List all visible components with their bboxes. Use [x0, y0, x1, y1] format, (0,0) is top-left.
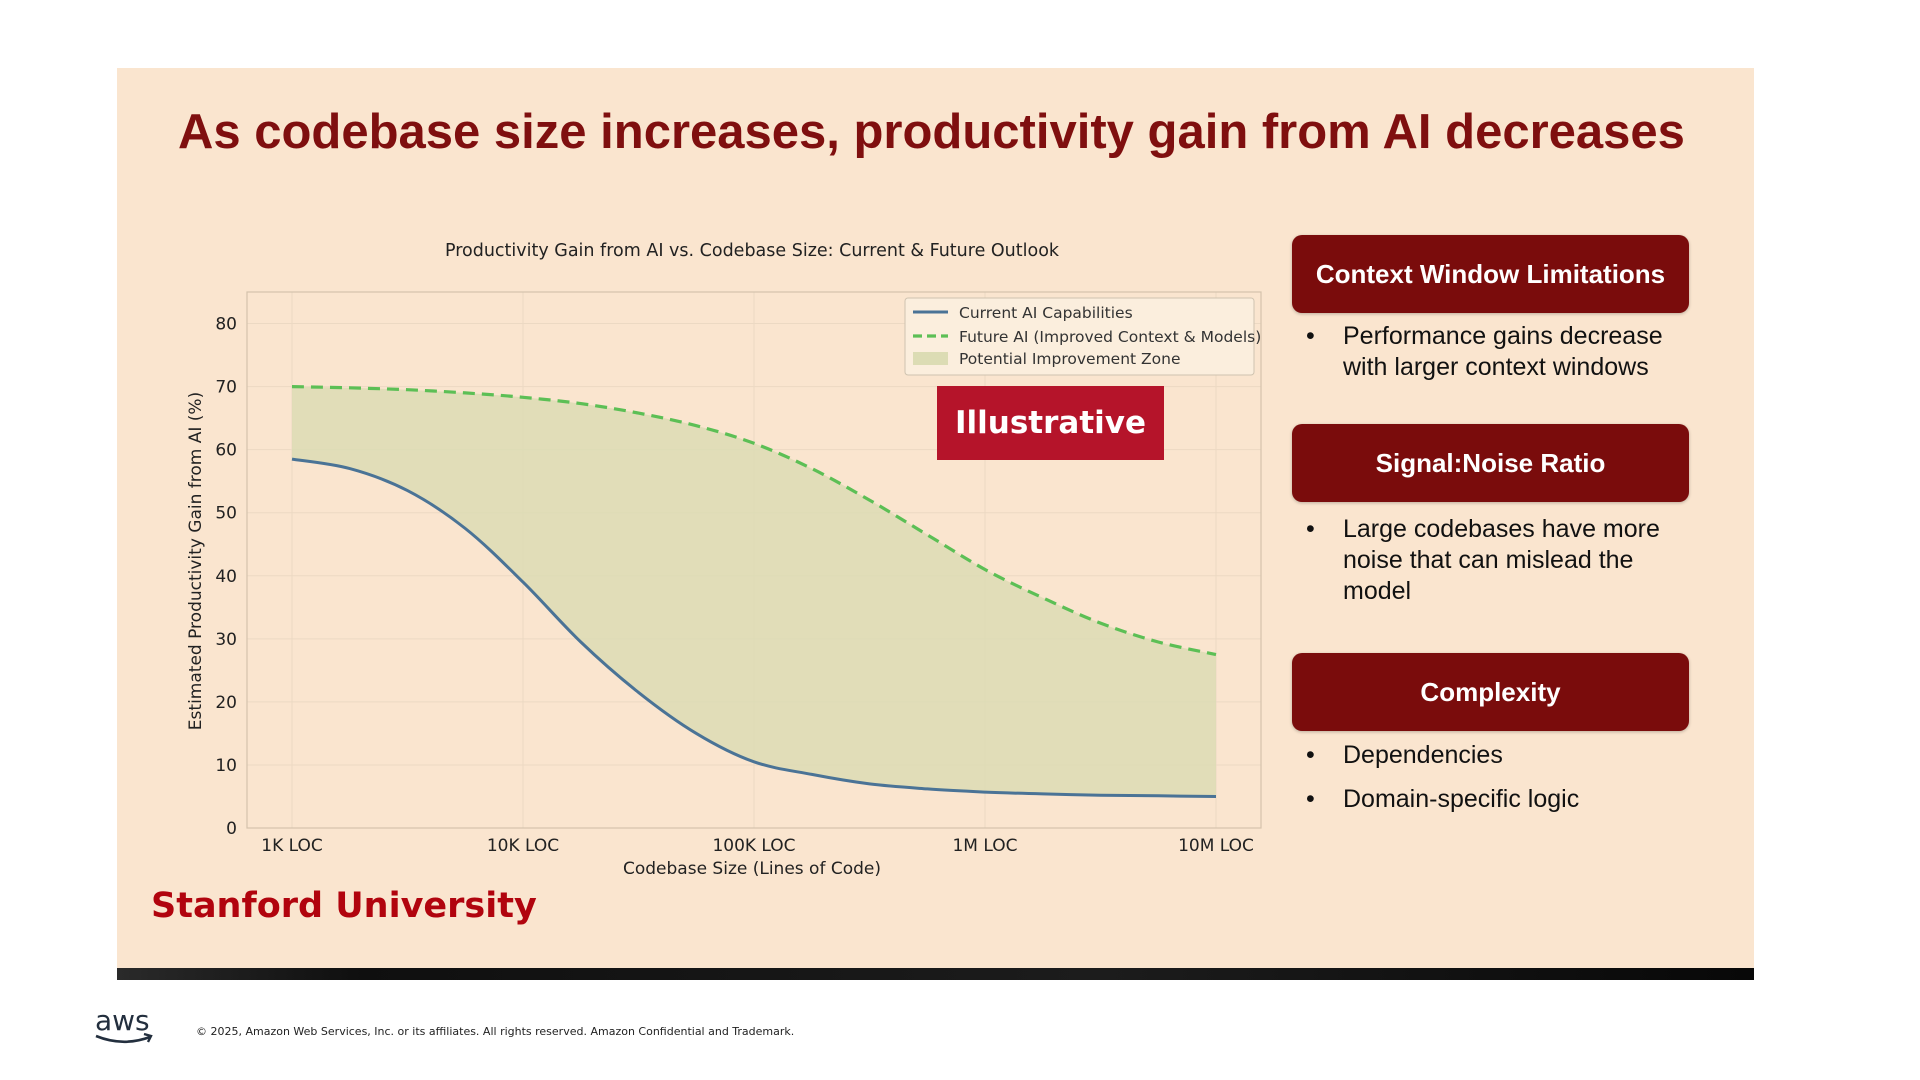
aws-arrow-icon: [143, 1032, 153, 1043]
video-progress-bar: [117, 968, 1754, 980]
panel-heading-complexity: Complexity: [1292, 653, 1689, 731]
x-tick-label: 10M LOC: [1178, 836, 1254, 856]
y-tick-label: 10: [215, 756, 237, 776]
y-tick-label: 0: [226, 819, 237, 839]
x-axis-label: Codebase Size (Lines of Code): [623, 859, 881, 879]
legend-fill-label: Potential Improvement Zone: [959, 350, 1181, 368]
y-tick-label: 60: [215, 441, 237, 461]
bullet-text: Performance gains decrease with larger c…: [1343, 322, 1663, 381]
panel-list-context-window: • Performance gains decrease with larger …: [1306, 321, 1706, 396]
series-line-future-ai: [291, 385, 1217, 657]
bullet-text: Large codebases have more noise that can…: [1343, 515, 1660, 605]
y-axis-ticks: 0 10 20 30 40 50 60 70 80: [215, 315, 237, 839]
series-line-current-ai: [291, 457, 1217, 798]
list-item: • Large codebases have more noise that ca…: [1306, 514, 1706, 607]
legend-box: [904, 297, 1255, 376]
illustrative-badge: Illustrative: [937, 386, 1164, 460]
legend-current-label: Current AI Capabilities: [959, 304, 1133, 322]
x-tick-label: 100K LOC: [712, 836, 795, 856]
y-tick-label: 80: [215, 315, 237, 335]
bullet-icon: •: [1306, 515, 1315, 543]
aws-smile-icon: [95, 1034, 151, 1044]
list-item: • Domain-specific logic: [1306, 784, 1706, 815]
x-tick-label: 1K LOC: [261, 836, 322, 856]
stanford-university-logo: Stanford University: [151, 886, 537, 926]
footer-copyright: © 2025, Amazon Web Services, Inc. or its…: [196, 1025, 795, 1038]
chart-title: Productivity Gain from AI vs. Codebase S…: [445, 241, 1060, 261]
panel-list-signal-noise: • Large codebases have more noise that ca…: [1306, 514, 1706, 620]
panel-heading-context-window: Context Window Limitations: [1292, 235, 1689, 313]
bullet-text: Dependencies: [1343, 741, 1503, 769]
slide-title: As codebase size increases, productivity…: [178, 105, 1685, 159]
legend-future-label: Future AI (Improved Context & Models): [959, 328, 1261, 346]
x-axis-ticks: 1K LOC 10K LOC 100K LOC 1M LOC 10M LOC: [261, 836, 1254, 856]
bullet-icon: •: [1306, 741, 1315, 769]
y-tick-label: 20: [215, 693, 237, 713]
x-tick-label: 1M LOC: [952, 836, 1017, 856]
bullet-icon: •: [1306, 785, 1315, 813]
y-tick-label: 30: [215, 630, 237, 650]
list-item: • Performance gains decrease with larger …: [1306, 321, 1706, 383]
y-tick-label: 70: [215, 378, 237, 398]
plot-frame: [246, 291, 1262, 829]
y-tick-label: 50: [215, 504, 237, 524]
y-axis-label: Estimated Productivity Gain from AI (%): [186, 392, 206, 730]
legend-fill-swatch: [913, 352, 948, 365]
aws-logo-text: aws: [95, 1005, 150, 1037]
panel-list-complexity: • Dependencies • Domain-specific logic: [1306, 740, 1706, 828]
panel-heading-signal-noise: Signal:Noise Ratio: [1292, 424, 1689, 502]
improvement-zone-fill: [292, 386, 1216, 797]
list-item: • Dependencies: [1306, 740, 1706, 771]
bullet-icon: •: [1306, 322, 1315, 350]
y-tick-label: 40: [215, 567, 237, 587]
bullet-text: Domain-specific logic: [1343, 785, 1580, 813]
x-tick-label: 10K LOC: [487, 836, 559, 856]
chart-legend: Current AI Capabilities Future AI (Impro…: [904, 297, 1261, 376]
aws-logo: aws: [95, 1005, 153, 1044]
slide: As codebase size increases, productivity…: [117, 68, 1754, 968]
